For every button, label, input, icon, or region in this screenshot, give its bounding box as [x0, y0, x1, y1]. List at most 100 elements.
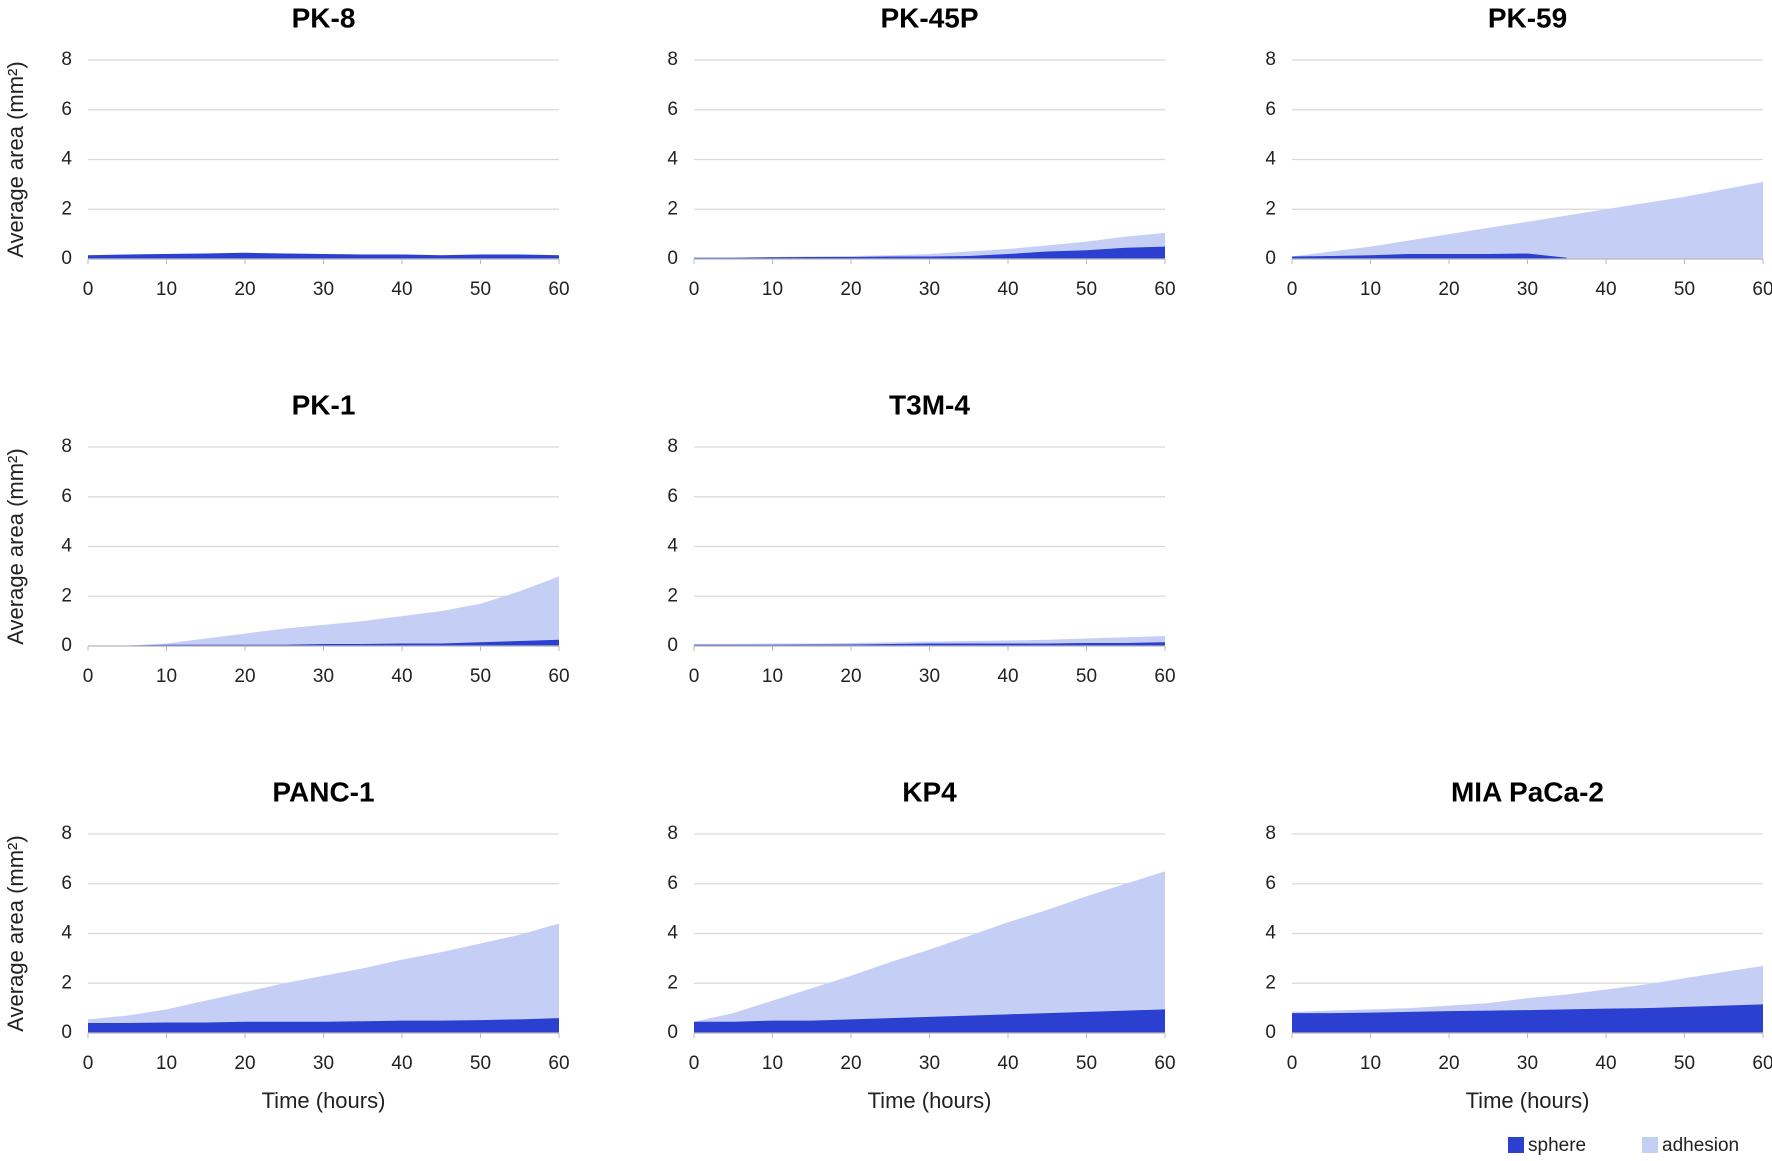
chart-title: PK-1: [292, 389, 356, 420]
y-tick-label: 8: [61, 49, 72, 70]
x-tick-label: 50: [1076, 1053, 1097, 1074]
y-tick-label: 0: [61, 635, 72, 656]
y-tick-label: 6: [61, 486, 72, 507]
area-0: [88, 1018, 559, 1033]
y-tick-label: 6: [667, 873, 678, 894]
x-tick-label: 10: [762, 279, 783, 300]
area-0: [694, 246, 1165, 259]
y-tick-label: 0: [61, 1022, 72, 1043]
y-tick-label: 4: [61, 923, 72, 944]
x-tick-label: 40: [1595, 279, 1616, 300]
x-tick-label: 10: [762, 666, 783, 687]
y-tick-label: 0: [1265, 248, 1276, 269]
x-tick-label: 0: [83, 279, 94, 300]
x-tick-label: 50: [1674, 279, 1695, 300]
x-tick-label: 30: [919, 1053, 940, 1074]
x-tick-label: 10: [156, 666, 177, 687]
x-tick-label: 20: [234, 1053, 255, 1074]
y-tick-label: 6: [1265, 873, 1276, 894]
area-1: [1292, 181, 1763, 259]
y-tick-label: 2: [667, 198, 678, 219]
legend-swatch: [1508, 1137, 1524, 1153]
y-tick-label: 0: [61, 248, 72, 269]
area-1: [127, 576, 559, 646]
y-tick-label: 6: [61, 873, 72, 894]
y-tick-label: 0: [667, 248, 678, 269]
x-tick-label: 40: [997, 279, 1018, 300]
y-tick-label: 0: [1265, 1022, 1276, 1043]
x-tick-label: 60: [1154, 1053, 1175, 1074]
y-tick-label: 2: [667, 972, 678, 993]
x-tick-label: 40: [997, 1053, 1018, 1074]
y-axis-label: Average area (mm²): [3, 448, 28, 644]
y-tick-label: 2: [667, 585, 678, 606]
x-tick-label: 50: [1076, 666, 1097, 687]
y-tick-label: 4: [667, 536, 678, 557]
x-tick-label: 10: [1360, 1053, 1381, 1074]
y-tick-label: 8: [1265, 823, 1276, 844]
legend-label: adhesion: [1662, 1135, 1739, 1156]
area-1: [694, 871, 1165, 1033]
area-0: [694, 1009, 1165, 1033]
x-tick-label: 60: [1752, 1053, 1772, 1074]
y-tick-label: 8: [61, 823, 72, 844]
x-tick-label: 40: [1595, 1053, 1616, 1074]
x-tick-label: 40: [391, 666, 412, 687]
x-tick-label: 30: [919, 279, 940, 300]
x-tick-label: 60: [548, 1053, 569, 1074]
x-tick-label: 30: [313, 666, 334, 687]
x-tick-label: 10: [1360, 279, 1381, 300]
y-tick-label: 8: [1265, 49, 1276, 70]
y-tick-label: 4: [61, 149, 72, 170]
x-tick-label: 40: [391, 1053, 412, 1074]
x-tick-label: 60: [1752, 279, 1772, 300]
x-tick-label: 0: [83, 666, 94, 687]
x-tick-label: 20: [1438, 1053, 1459, 1074]
y-tick-label: 4: [1265, 149, 1276, 170]
y-tick-label: 4: [667, 149, 678, 170]
x-tick-label: 50: [470, 279, 491, 300]
x-tick-label: 10: [156, 279, 177, 300]
y-tick-label: 2: [1265, 198, 1276, 219]
x-tick-label: 50: [470, 1053, 491, 1074]
y-tick-label: 6: [1265, 99, 1276, 120]
chart-title: PANC-1: [272, 776, 374, 807]
area-0: [88, 252, 559, 259]
y-tick-label: 2: [61, 585, 72, 606]
x-tick-label: 30: [1517, 279, 1538, 300]
y-tick-label: 6: [667, 486, 678, 507]
chart-title: PK-59: [1488, 2, 1567, 33]
x-tick-label: 60: [1154, 279, 1175, 300]
x-tick-label: 30: [313, 1053, 334, 1074]
x-tick-label: 40: [997, 666, 1018, 687]
legend-label: sphere: [1528, 1135, 1586, 1156]
x-tick-label: 50: [470, 666, 491, 687]
x-tick-label: 10: [156, 1053, 177, 1074]
x-tick-label: 20: [234, 666, 255, 687]
y-tick-label: 8: [667, 823, 678, 844]
chart-title: MIA PaCa-2: [1451, 776, 1604, 807]
x-axis-label: Time (hours): [868, 1088, 992, 1113]
x-tick-label: 20: [1438, 279, 1459, 300]
y-tick-label: 6: [667, 99, 678, 120]
area-0: [1292, 253, 1567, 259]
area-0: [694, 642, 1165, 646]
x-tick-label: 20: [234, 279, 255, 300]
chart-title: PK-45P: [880, 2, 978, 33]
x-tick-label: 0: [689, 1053, 700, 1074]
x-tick-label: 20: [840, 666, 861, 687]
y-tick-label: 8: [61, 436, 72, 457]
x-tick-label: 30: [313, 279, 334, 300]
x-tick-label: 0: [1287, 1053, 1298, 1074]
x-tick-label: 40: [391, 279, 412, 300]
x-tick-label: 0: [689, 279, 700, 300]
x-tick-label: 0: [1287, 279, 1298, 300]
area-1: [88, 923, 559, 1033]
legend-swatch: [1642, 1137, 1658, 1153]
area-0: [127, 639, 559, 646]
x-tick-label: 30: [1517, 1053, 1538, 1074]
y-tick-label: 8: [667, 436, 678, 457]
chart-title: T3M-4: [889, 389, 970, 420]
y-tick-label: 4: [1265, 923, 1276, 944]
